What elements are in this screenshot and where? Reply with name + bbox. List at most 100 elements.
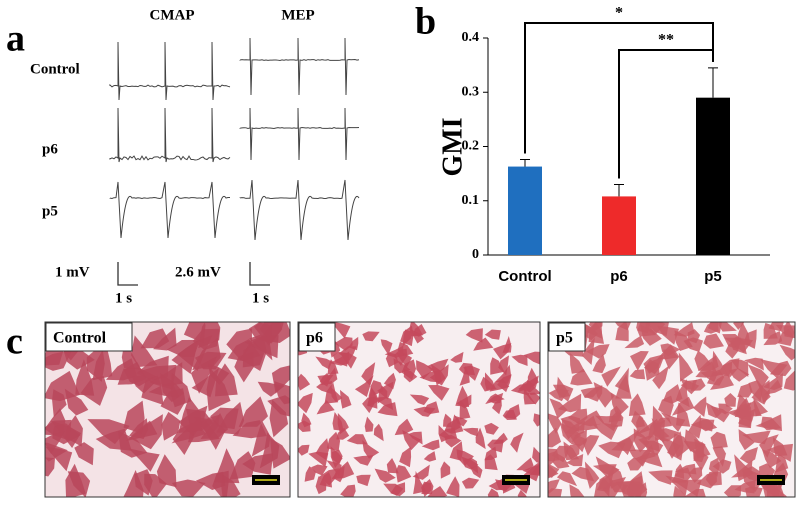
fiber	[638, 435, 660, 452]
fiber	[438, 425, 452, 443]
fiber	[490, 357, 505, 375]
fiber	[548, 427, 562, 448]
fiber	[428, 385, 450, 401]
fiber	[316, 381, 332, 394]
fiber	[238, 396, 268, 427]
x-tick-label: p5	[704, 268, 722, 285]
fiber	[336, 427, 350, 440]
fiber	[565, 443, 580, 460]
fiber	[450, 351, 464, 363]
fiber	[144, 473, 167, 497]
fiber	[551, 445, 569, 463]
scale-label: 1 s	[252, 290, 269, 306]
fiber	[529, 462, 540, 475]
fiber	[332, 412, 344, 431]
fiber	[751, 379, 770, 405]
fiber	[673, 485, 687, 497]
fiber	[461, 477, 480, 489]
fiber	[510, 432, 524, 453]
fiber	[74, 442, 94, 466]
fiber	[739, 447, 758, 464]
scale-label: 1 s	[115, 290, 132, 306]
fiber	[308, 451, 329, 468]
fiber	[484, 422, 499, 435]
fiber	[627, 457, 646, 471]
fiber	[384, 345, 404, 358]
fiber	[123, 400, 145, 434]
fiber	[747, 364, 769, 391]
fiber	[301, 412, 312, 428]
fiber	[570, 368, 593, 386]
fiber	[523, 351, 540, 365]
fiber	[693, 449, 709, 471]
fiber	[315, 476, 327, 495]
fiber	[561, 419, 579, 440]
fiber	[353, 455, 374, 466]
fiber	[716, 361, 733, 377]
fiber	[575, 410, 605, 427]
fiber	[712, 446, 726, 467]
fiber	[548, 413, 562, 434]
fiber	[245, 335, 279, 359]
fiber	[628, 393, 646, 416]
fiber	[489, 379, 510, 392]
label-box	[298, 322, 336, 352]
bar	[602, 196, 636, 255]
fiber	[315, 356, 333, 370]
fiber	[311, 464, 328, 476]
fiber	[331, 461, 355, 479]
fiber	[763, 331, 783, 346]
fiber	[118, 430, 148, 458]
image-label: Control	[53, 330, 107, 347]
fiber	[340, 389, 352, 409]
fiber	[232, 420, 267, 439]
fiber	[684, 429, 702, 452]
fiber	[504, 404, 521, 419]
fiber	[319, 472, 332, 488]
fiber	[191, 367, 220, 398]
trace	[109, 41, 231, 101]
fiber	[492, 398, 502, 415]
fiber	[402, 430, 422, 451]
fiber	[430, 363, 446, 386]
image-label: p6	[306, 330, 323, 347]
fiber	[354, 375, 374, 397]
fiber	[215, 363, 238, 397]
fiber	[298, 373, 311, 391]
fiber	[449, 441, 463, 461]
scale-bar	[117, 262, 270, 286]
fiber	[326, 431, 341, 452]
fiber	[374, 468, 396, 483]
fiber	[396, 352, 412, 368]
fiber	[171, 340, 198, 374]
y-tick-label: 0.1	[462, 193, 480, 208]
fiber	[213, 448, 240, 484]
fiber	[462, 427, 479, 437]
fiber	[400, 325, 414, 347]
fiber	[274, 381, 290, 405]
fiber	[678, 352, 693, 382]
fiber	[373, 396, 394, 411]
fiber	[304, 466, 316, 482]
fiber	[412, 464, 430, 480]
fiber	[658, 395, 674, 418]
fiber	[734, 480, 756, 494]
fiber	[629, 449, 652, 467]
histology-image	[548, 322, 795, 497]
fiber	[598, 441, 626, 459]
fiber	[548, 448, 560, 462]
fiber	[595, 415, 621, 432]
fiber	[614, 322, 632, 331]
fiber	[549, 398, 568, 419]
x-tick-label: p6	[610, 268, 628, 285]
fiber	[643, 354, 664, 374]
fiber	[502, 336, 512, 353]
fiber	[458, 362, 476, 376]
fiber	[586, 344, 610, 359]
image-border	[44, 321, 291, 498]
fiber	[636, 415, 651, 435]
y-tick-label: 0.2	[462, 139, 480, 154]
fiber	[693, 396, 707, 417]
fiber	[724, 337, 754, 353]
fiber	[680, 378, 700, 395]
